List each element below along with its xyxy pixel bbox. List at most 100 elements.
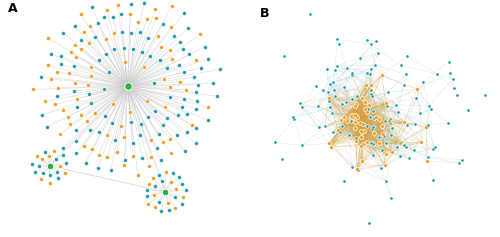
Point <box>77 38 85 42</box>
Point <box>378 73 386 77</box>
Point <box>356 135 364 139</box>
Point <box>73 105 81 109</box>
Point <box>127 121 135 124</box>
Point <box>362 110 370 114</box>
Point <box>448 77 456 81</box>
Point <box>102 8 110 12</box>
Point <box>80 30 88 34</box>
Point <box>352 115 360 118</box>
Point <box>51 103 59 106</box>
Point <box>388 127 396 130</box>
Point <box>129 141 137 145</box>
Point <box>350 104 358 108</box>
Point <box>152 146 160 150</box>
Point <box>387 133 395 137</box>
Point <box>416 112 424 115</box>
Point <box>134 173 141 177</box>
Point <box>393 145 401 149</box>
Point <box>413 87 421 91</box>
Point <box>358 122 366 126</box>
Point <box>350 104 358 108</box>
Point <box>362 83 370 87</box>
Point <box>124 84 132 88</box>
Point <box>326 105 334 109</box>
Point <box>53 70 61 73</box>
Point <box>54 86 62 90</box>
Point <box>419 80 427 84</box>
Point <box>450 86 458 90</box>
Point <box>152 7 160 11</box>
Point <box>174 63 182 67</box>
Point <box>145 182 153 186</box>
Point <box>372 39 380 43</box>
Point <box>372 115 380 119</box>
Point <box>424 155 432 159</box>
Point <box>196 32 204 36</box>
Point <box>400 120 408 124</box>
Point <box>66 123 74 126</box>
Point <box>76 113 84 117</box>
Point <box>331 94 339 98</box>
Point <box>174 133 182 137</box>
Point <box>50 149 58 153</box>
Point <box>104 155 112 159</box>
Point <box>298 143 306 147</box>
Point <box>348 73 356 77</box>
Point <box>72 140 80 143</box>
Point <box>346 133 354 137</box>
Point <box>144 202 152 206</box>
Point <box>166 137 174 141</box>
Point <box>162 170 170 174</box>
Point <box>386 117 394 121</box>
Point <box>156 58 164 62</box>
Point <box>348 165 356 169</box>
Point <box>166 25 174 29</box>
Point <box>86 128 94 132</box>
Point <box>82 161 90 164</box>
Point <box>171 196 179 199</box>
Point <box>397 140 405 144</box>
Point <box>164 209 172 212</box>
Point <box>370 131 378 135</box>
Point <box>372 116 380 119</box>
Point <box>182 188 190 192</box>
Point <box>368 142 376 146</box>
Point <box>351 113 359 117</box>
Point <box>151 109 159 113</box>
Point <box>374 117 382 121</box>
Point <box>151 205 159 209</box>
Point <box>57 54 65 58</box>
Point <box>328 111 336 115</box>
Point <box>151 205 159 209</box>
Point <box>372 39 380 43</box>
Point <box>88 65 96 68</box>
Point <box>88 147 96 150</box>
Point <box>330 80 338 84</box>
Point <box>410 122 418 126</box>
Point <box>367 67 375 71</box>
Point <box>376 166 384 170</box>
Point <box>326 82 334 86</box>
Point <box>130 47 138 51</box>
Point <box>413 87 421 91</box>
Point <box>38 113 46 117</box>
Point <box>72 140 80 143</box>
Point <box>178 202 186 206</box>
Point <box>166 137 174 141</box>
Point <box>41 99 49 103</box>
Point <box>194 83 202 87</box>
Point <box>166 96 173 99</box>
Point <box>400 143 408 147</box>
Point <box>155 173 163 177</box>
Point <box>184 26 192 29</box>
Point <box>88 5 96 9</box>
Point <box>143 188 151 192</box>
Point <box>204 118 212 122</box>
Point <box>182 188 190 192</box>
Point <box>290 115 298 119</box>
Point <box>157 46 165 49</box>
Point <box>163 66 171 69</box>
Point <box>369 153 377 157</box>
Point <box>378 124 386 128</box>
Point <box>91 111 99 114</box>
